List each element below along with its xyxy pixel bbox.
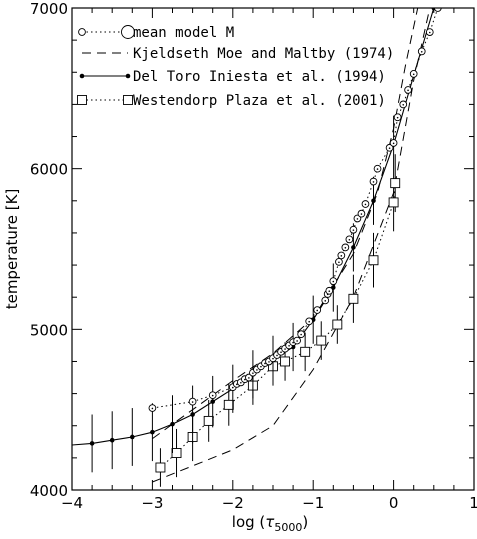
westendorp-point (223, 399, 234, 410)
mean-model-point-center (376, 168, 379, 170)
legend: mean model M Kjeldseth Moe and Maltby (19… (77, 25, 394, 109)
mean-model-point-center (268, 361, 270, 363)
westendorp-point (332, 319, 343, 330)
westendorp-point (280, 356, 291, 367)
mean-model-point-center (392, 142, 395, 145)
mean-model-point-center (360, 213, 363, 215)
mean-model-point-center (284, 348, 286, 350)
westendorp-point (300, 346, 311, 357)
y-axis-label: temperature [K] (3, 189, 21, 310)
y-tick-label: 6000 (30, 161, 68, 179)
mean-model-point-center (308, 320, 310, 323)
mean-model-point-center (407, 89, 409, 92)
westendorp-point (155, 462, 166, 473)
mean-model-point-center (396, 116, 399, 119)
mean-model-point-center (276, 354, 278, 357)
westendorp-point (171, 448, 182, 458)
mean-model-point-center (348, 238, 351, 241)
x-tick-label: −1 (302, 494, 324, 512)
westendorp-point (203, 415, 214, 426)
mean-model-point-center (151, 407, 154, 410)
mean-model-point-center (296, 340, 298, 342)
x-tick-label: 1 (469, 494, 477, 512)
mean-model-point-center (240, 381, 242, 384)
series-kjeldseth-line (152, 8, 431, 483)
series-westendorp-line (160, 183, 396, 468)
mean-model-point-center (248, 377, 250, 379)
y-tick-label: 4000 (30, 482, 68, 500)
deltoro-point (351, 245, 356, 250)
westendorp-point (368, 255, 379, 266)
x-tick-label: −2 (222, 494, 244, 512)
mean-model-point-center (356, 218, 359, 220)
mean-model-point-center (364, 203, 367, 206)
mean-model-point (433, 8, 442, 12)
mean-model-point-center (300, 333, 302, 336)
mean-model-point-center (244, 378, 246, 381)
deltoro-point (210, 399, 215, 404)
mean-model-point-center (372, 181, 375, 183)
mean-model-point-center (288, 345, 290, 347)
mean-model-point-center (428, 31, 431, 34)
mean-model-point-center (324, 300, 327, 302)
mean-model-point-center (211, 394, 214, 397)
x-tick-label: −4 (61, 494, 83, 512)
legend-deltoro-symbol (125, 73, 131, 79)
mean-model-point-center (252, 372, 254, 374)
y-tick-label: 7000 (30, 0, 68, 18)
mean-model-point-center (232, 386, 234, 389)
deltoro-point (170, 421, 175, 427)
westendorp-point (388, 197, 399, 208)
mean-model-point-center (344, 246, 347, 249)
mean-model-point-center (328, 290, 331, 292)
x-axis-label: log (τ5000) (232, 513, 308, 534)
deltoro-point (371, 198, 376, 204)
plot-marks (72, 8, 474, 487)
deltoro-point (109, 437, 115, 443)
deltoro-point (89, 441, 95, 446)
legend-entry-label: Westendorp Plaza et al. (2001) (133, 93, 386, 109)
deltoro-point (150, 429, 155, 435)
westendorp-point (390, 178, 401, 189)
mean-model-point-center (420, 50, 423, 53)
legend-entry-label: Del Toro Iniesta et al. (1994) (133, 69, 386, 85)
mean-model-point-center (402, 104, 405, 106)
mean-model-point-center (412, 73, 415, 76)
deltoro-point (190, 412, 195, 417)
legend-westendorp-symbol (123, 95, 133, 105)
axis-ticks: −4 −3 −2 −1 0 1 4000 5000 6000 7000 (30, 0, 477, 512)
legend-entry-label: mean model M (133, 25, 234, 41)
mean-model-point-center (388, 147, 391, 149)
westendorp-point (316, 335, 327, 346)
legend-mean-model-symbol (121, 25, 135, 39)
legend-entry-label: Kjeldseth Moe and Maltby (1974) (133, 46, 394, 62)
mean-model-point-center (352, 229, 355, 231)
mean-model-point-center (272, 357, 274, 360)
x-tick-label: 0 (389, 494, 399, 512)
mean-model-point-center (340, 255, 343, 257)
legend-mean-model-symbol (78, 28, 86, 36)
x-tick-label: −3 (141, 494, 163, 512)
mean-model-point-center (280, 351, 282, 354)
plot-area (72, 8, 474, 487)
series-kjeldseth-line (152, 8, 419, 440)
mean-model-point-center (338, 261, 340, 264)
legend-deltoro-symbol (79, 73, 85, 79)
y-tick-label: 5000 (30, 321, 68, 339)
mean-model-point-center (256, 369, 258, 371)
mean-model-point-center (292, 341, 294, 344)
mean-model-point-center (332, 280, 335, 283)
mean-model-point-center (236, 383, 238, 386)
westendorp-point (348, 293, 359, 304)
legend-westendorp-symbol (77, 95, 87, 105)
mean-model-point-center (316, 309, 319, 312)
mean-model-point-center (264, 362, 266, 365)
mean-model-point-center (260, 365, 262, 368)
deltoro-point (130, 434, 135, 440)
mean-model-point-center (191, 401, 194, 403)
